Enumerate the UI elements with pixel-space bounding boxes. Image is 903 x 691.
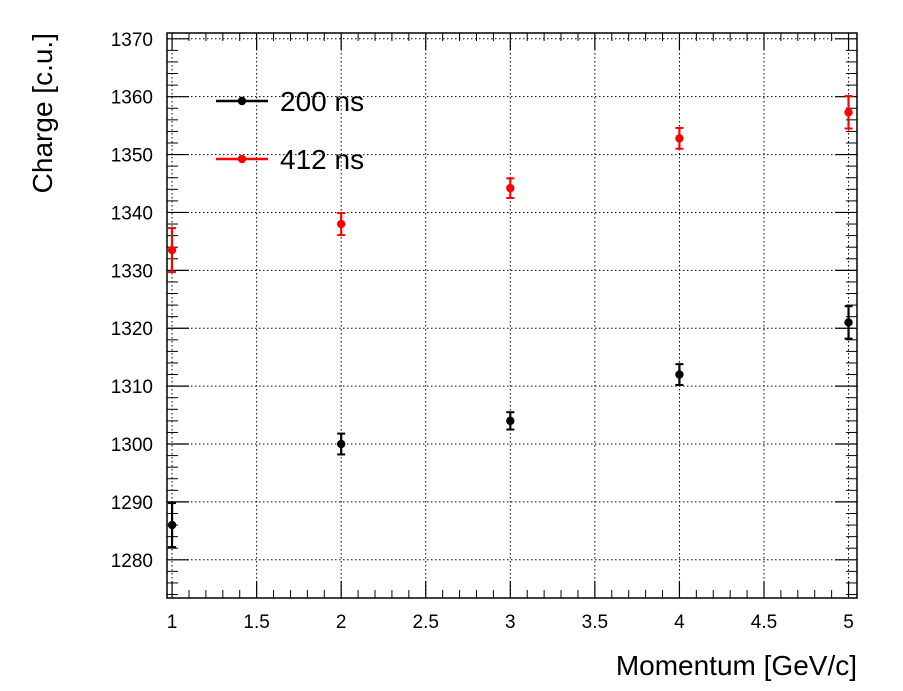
data-point (167, 245, 177, 255)
data-point (336, 439, 346, 449)
x-tick-label: 3.5 (582, 612, 608, 633)
x-tick-label: 3 (505, 612, 516, 633)
x-tick-label: 2.5 (413, 612, 439, 633)
data-point (844, 108, 853, 117)
x-tick-label: 1.5 (243, 612, 269, 633)
legend: 200 ns 412 ns (216, 86, 364, 175)
axis-ticks (167, 33, 857, 598)
y-tick-labels: 1280 1290 1300 1310 1320 1330 1340 1350 1360 1370 (111, 30, 153, 572)
data-point (167, 520, 177, 530)
y-tick-label: 1310 (111, 377, 153, 398)
legend-label: 412 ns (280, 144, 364, 175)
plot-frame (166, 32, 858, 599)
data-point (506, 416, 515, 426)
y-tick-label: 1360 (111, 88, 153, 109)
data-point (506, 183, 515, 193)
data-point (675, 370, 684, 379)
data-point (675, 134, 684, 143)
legend-marker (237, 154, 247, 164)
y-tick-label: 1340 (111, 203, 153, 224)
data-points (167, 95, 853, 549)
x-tick-label: 2 (336, 612, 347, 633)
data-point (336, 219, 346, 229)
x-tick-label: 5 (843, 612, 854, 633)
x-tick-labels: 1 1.5 2 2.5 3 3.5 4 4.5 5 (167, 612, 854, 633)
grid (167, 33, 857, 598)
legend-label: 200 ns (280, 86, 364, 117)
legend-marker (237, 96, 247, 106)
x-tick-label: 4 (674, 612, 685, 633)
y-tick-label: 1320 (111, 319, 153, 340)
series-0 (167, 305, 853, 549)
y-tick-label: 1350 (111, 146, 153, 167)
y-tick-label: 1330 (111, 261, 153, 282)
data-point (844, 318, 853, 327)
y-tick-label: 1370 (111, 30, 153, 51)
y-tick-label: 1280 (111, 551, 153, 572)
x-axis-label: Momentum [GeV/c] (616, 650, 857, 681)
series-1 (167, 95, 853, 274)
y-tick-label: 1300 (111, 435, 153, 456)
x-tick-label: 1 (167, 612, 178, 633)
y-tick-label: 1290 (111, 493, 153, 514)
x-tick-label: 4.5 (751, 612, 777, 633)
y-axis-label: Charge [c.u.] (27, 33, 58, 193)
